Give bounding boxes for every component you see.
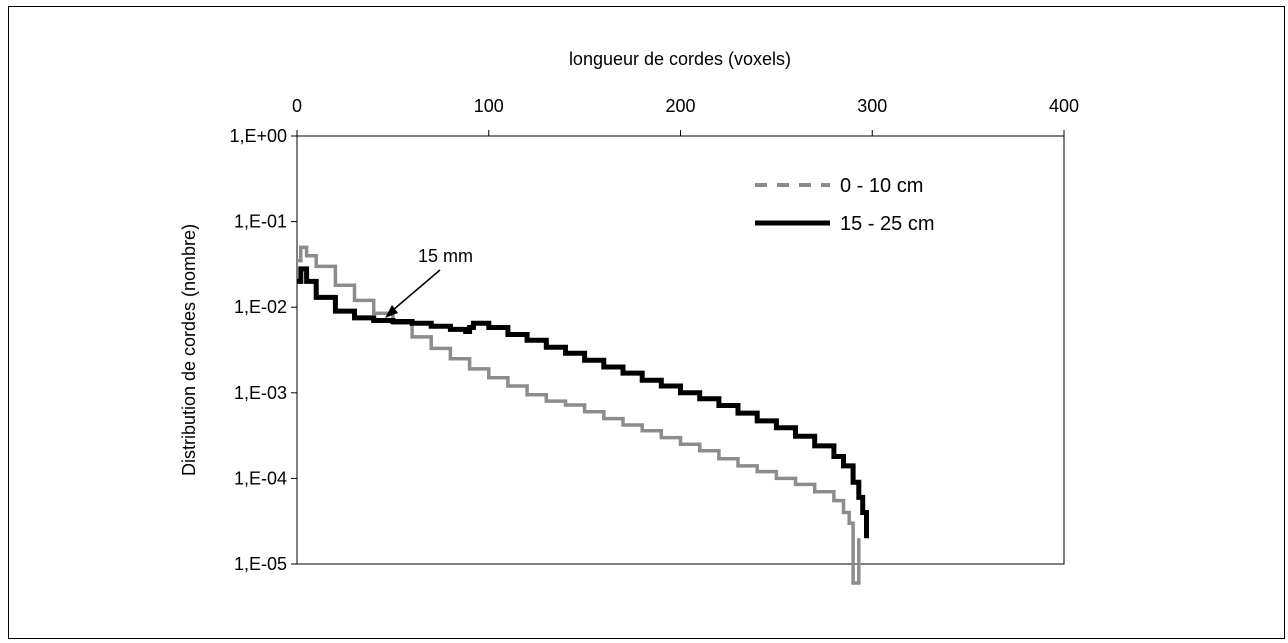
series-line-15-25cm	[297, 266, 869, 539]
series-layer	[297, 245, 869, 585]
y-tick-label: 1,E-03	[234, 383, 287, 403]
y-axis-title: Distribution de cordes (nombre)	[179, 224, 199, 476]
annotation-arrow-head	[385, 305, 398, 318]
legend: 0 - 10 cm 15 - 25 cm	[755, 175, 934, 235]
y-tick-label: 1,E+00	[229, 126, 287, 146]
y-tick-label: 1,E-02	[234, 297, 287, 317]
annotation-arrow-line	[392, 269, 441, 311]
y-tick-label: 1,E-05	[234, 554, 287, 574]
x-axis: 0 100 200 300 400	[292, 96, 1079, 136]
x-axis-title: longueur de cordes (voxels)	[569, 49, 791, 69]
x-tick-label: 200	[665, 96, 695, 116]
x-tick-label: 100	[474, 96, 504, 116]
x-tick-label: 400	[1049, 96, 1079, 116]
x-tick-label: 300	[857, 96, 887, 116]
series-line-0-10cm	[297, 245, 861, 585]
y-tick-label: 1,E-01	[234, 212, 287, 232]
y-axis: 1,E+00 1,E-01 1,E-02 1,E-03 1,E-04 1,E-05	[229, 126, 297, 574]
plot-area	[296, 135, 1065, 565]
legend-label-0-10cm: 0 - 10 cm	[840, 175, 923, 197]
annotation-label: 15 mm	[418, 246, 473, 266]
y-tick-label: 1,E-04	[234, 468, 287, 488]
annotation-15mm: 15 mm	[385, 246, 473, 318]
legend-label-15-25cm: 15 - 25 cm	[840, 213, 934, 235]
x-tick-label: 0	[292, 96, 302, 116]
